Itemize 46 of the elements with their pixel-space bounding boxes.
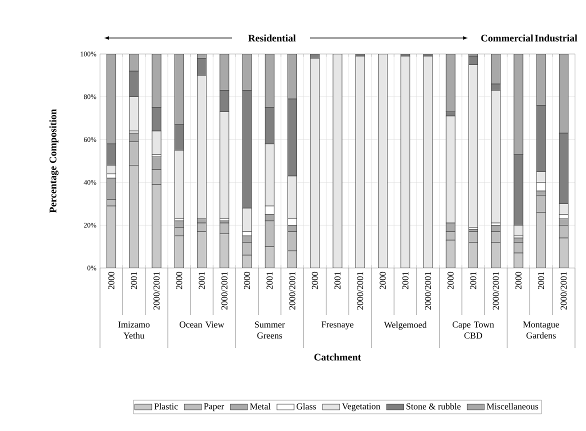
legend-label: Metal — [250, 403, 271, 410]
text: Industrial — [534, 34, 578, 42]
x-tick-label: 2001 — [130, 272, 137, 290]
text: Fresnaye — [322, 322, 354, 330]
text: Welgemoed — [384, 322, 427, 330]
bar — [400, 56, 410, 268]
text: Summer Greens — [254, 322, 285, 339]
x-tick-label: 2000/2001 — [289, 272, 296, 310]
text: Commercial — [481, 34, 534, 42]
x-tick-label: 2000 — [312, 272, 318, 290]
text: Residential — [248, 34, 296, 42]
legend-label: Miscellaneous — [486, 403, 538, 410]
text: Cape Town CBD — [452, 322, 494, 339]
bar — [355, 56, 365, 268]
x-tick-label: 2001 — [334, 272, 341, 290]
x-tick-label: 2000 — [244, 272, 250, 290]
bar — [378, 54, 388, 268]
legend-label: Stone & rubble — [406, 403, 461, 410]
x-tick-label: 2001 — [266, 272, 273, 290]
legend-label: Paper — [204, 403, 224, 412]
x-axis-title: Catchment — [314, 353, 362, 361]
y-axis-title: Percentage Composition — [49, 109, 58, 213]
x-tick-label: 2000 — [380, 272, 386, 290]
legend-label: Vegetation — [342, 403, 380, 412]
legend-label: Plastic — [154, 403, 178, 410]
x-tick-label: 2001 — [538, 272, 544, 290]
x-tick-label: 2000/2001 — [221, 272, 228, 310]
x-tick-label: 2001 — [402, 272, 408, 290]
bar — [310, 58, 320, 268]
x-tick-label: 2001 — [470, 272, 476, 290]
x-tick-label: 2000 — [108, 272, 114, 290]
x-tick-label: 2000/2001 — [492, 272, 499, 310]
x-tick-label: 2000/2001 — [154, 272, 160, 310]
legend-label: Glass — [296, 403, 316, 410]
bar — [423, 56, 433, 268]
bar — [332, 54, 342, 268]
x-tick-label: 2000 — [515, 272, 522, 290]
x-tick-label: 2001 — [198, 272, 205, 290]
text: Ocean View — [180, 322, 224, 328]
x-tick-label: 2000/2001 — [424, 272, 432, 310]
x-tick-label: 2000/2001 — [560, 272, 567, 310]
text: Montague Gardens — [523, 322, 560, 339]
x-tick-label: 2000 — [448, 272, 454, 290]
text: Imizamo Yethu — [118, 322, 150, 339]
x-tick-label: 2000/2001 — [357, 272, 364, 310]
x-tick-label: 2000 — [176, 272, 182, 290]
